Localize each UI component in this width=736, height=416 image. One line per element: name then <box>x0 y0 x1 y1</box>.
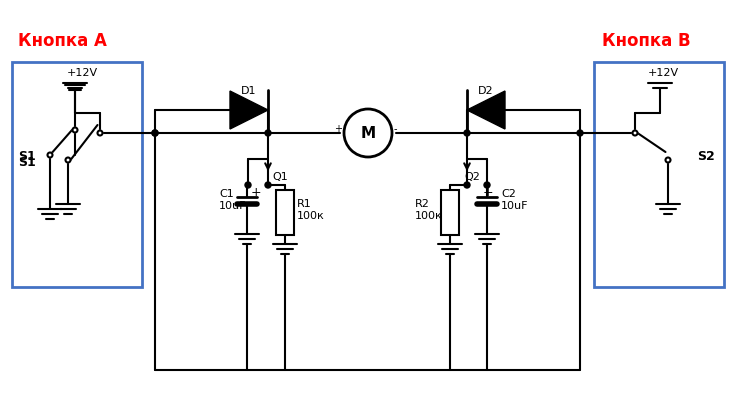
Text: +: + <box>483 186 494 198</box>
Circle shape <box>152 130 158 136</box>
Text: S2: S2 <box>697 151 715 163</box>
Circle shape <box>464 182 470 188</box>
Text: Q1: Q1 <box>272 172 288 182</box>
Polygon shape <box>230 91 268 129</box>
Circle shape <box>245 182 251 188</box>
Text: -: - <box>394 124 397 134</box>
Circle shape <box>265 182 271 188</box>
Text: +12V: +12V <box>648 68 679 78</box>
Circle shape <box>73 127 77 133</box>
Text: S1: S1 <box>18 151 36 163</box>
Bar <box>12 62 142 287</box>
Circle shape <box>152 130 158 136</box>
Circle shape <box>484 182 490 188</box>
Circle shape <box>577 130 583 136</box>
Polygon shape <box>467 91 505 129</box>
Circle shape <box>265 130 271 136</box>
Text: Кнопка В: Кнопка В <box>602 32 690 50</box>
Circle shape <box>665 158 670 163</box>
Bar <box>594 62 724 287</box>
Text: +: + <box>251 186 261 198</box>
Circle shape <box>632 131 637 136</box>
Text: R2
100к: R2 100к <box>415 199 443 221</box>
Bar <box>441 190 459 235</box>
Circle shape <box>464 130 470 136</box>
Text: Кнопка А: Кнопка А <box>18 32 107 50</box>
Text: D2: D2 <box>478 86 494 96</box>
Text: R1
100к: R1 100к <box>297 199 325 221</box>
Circle shape <box>344 109 392 157</box>
Text: Q2: Q2 <box>464 172 480 182</box>
Text: +: + <box>334 124 342 134</box>
Text: C2
10uF: C2 10uF <box>501 189 528 211</box>
Text: +12V: +12V <box>67 68 98 78</box>
Circle shape <box>48 153 52 158</box>
Text: M: M <box>361 126 375 141</box>
Bar <box>276 190 294 235</box>
Circle shape <box>97 131 102 136</box>
Text: D1: D1 <box>241 86 257 96</box>
Circle shape <box>66 158 71 163</box>
Text: C1
10uF: C1 10uF <box>219 189 247 211</box>
Text: S1: S1 <box>18 156 36 169</box>
